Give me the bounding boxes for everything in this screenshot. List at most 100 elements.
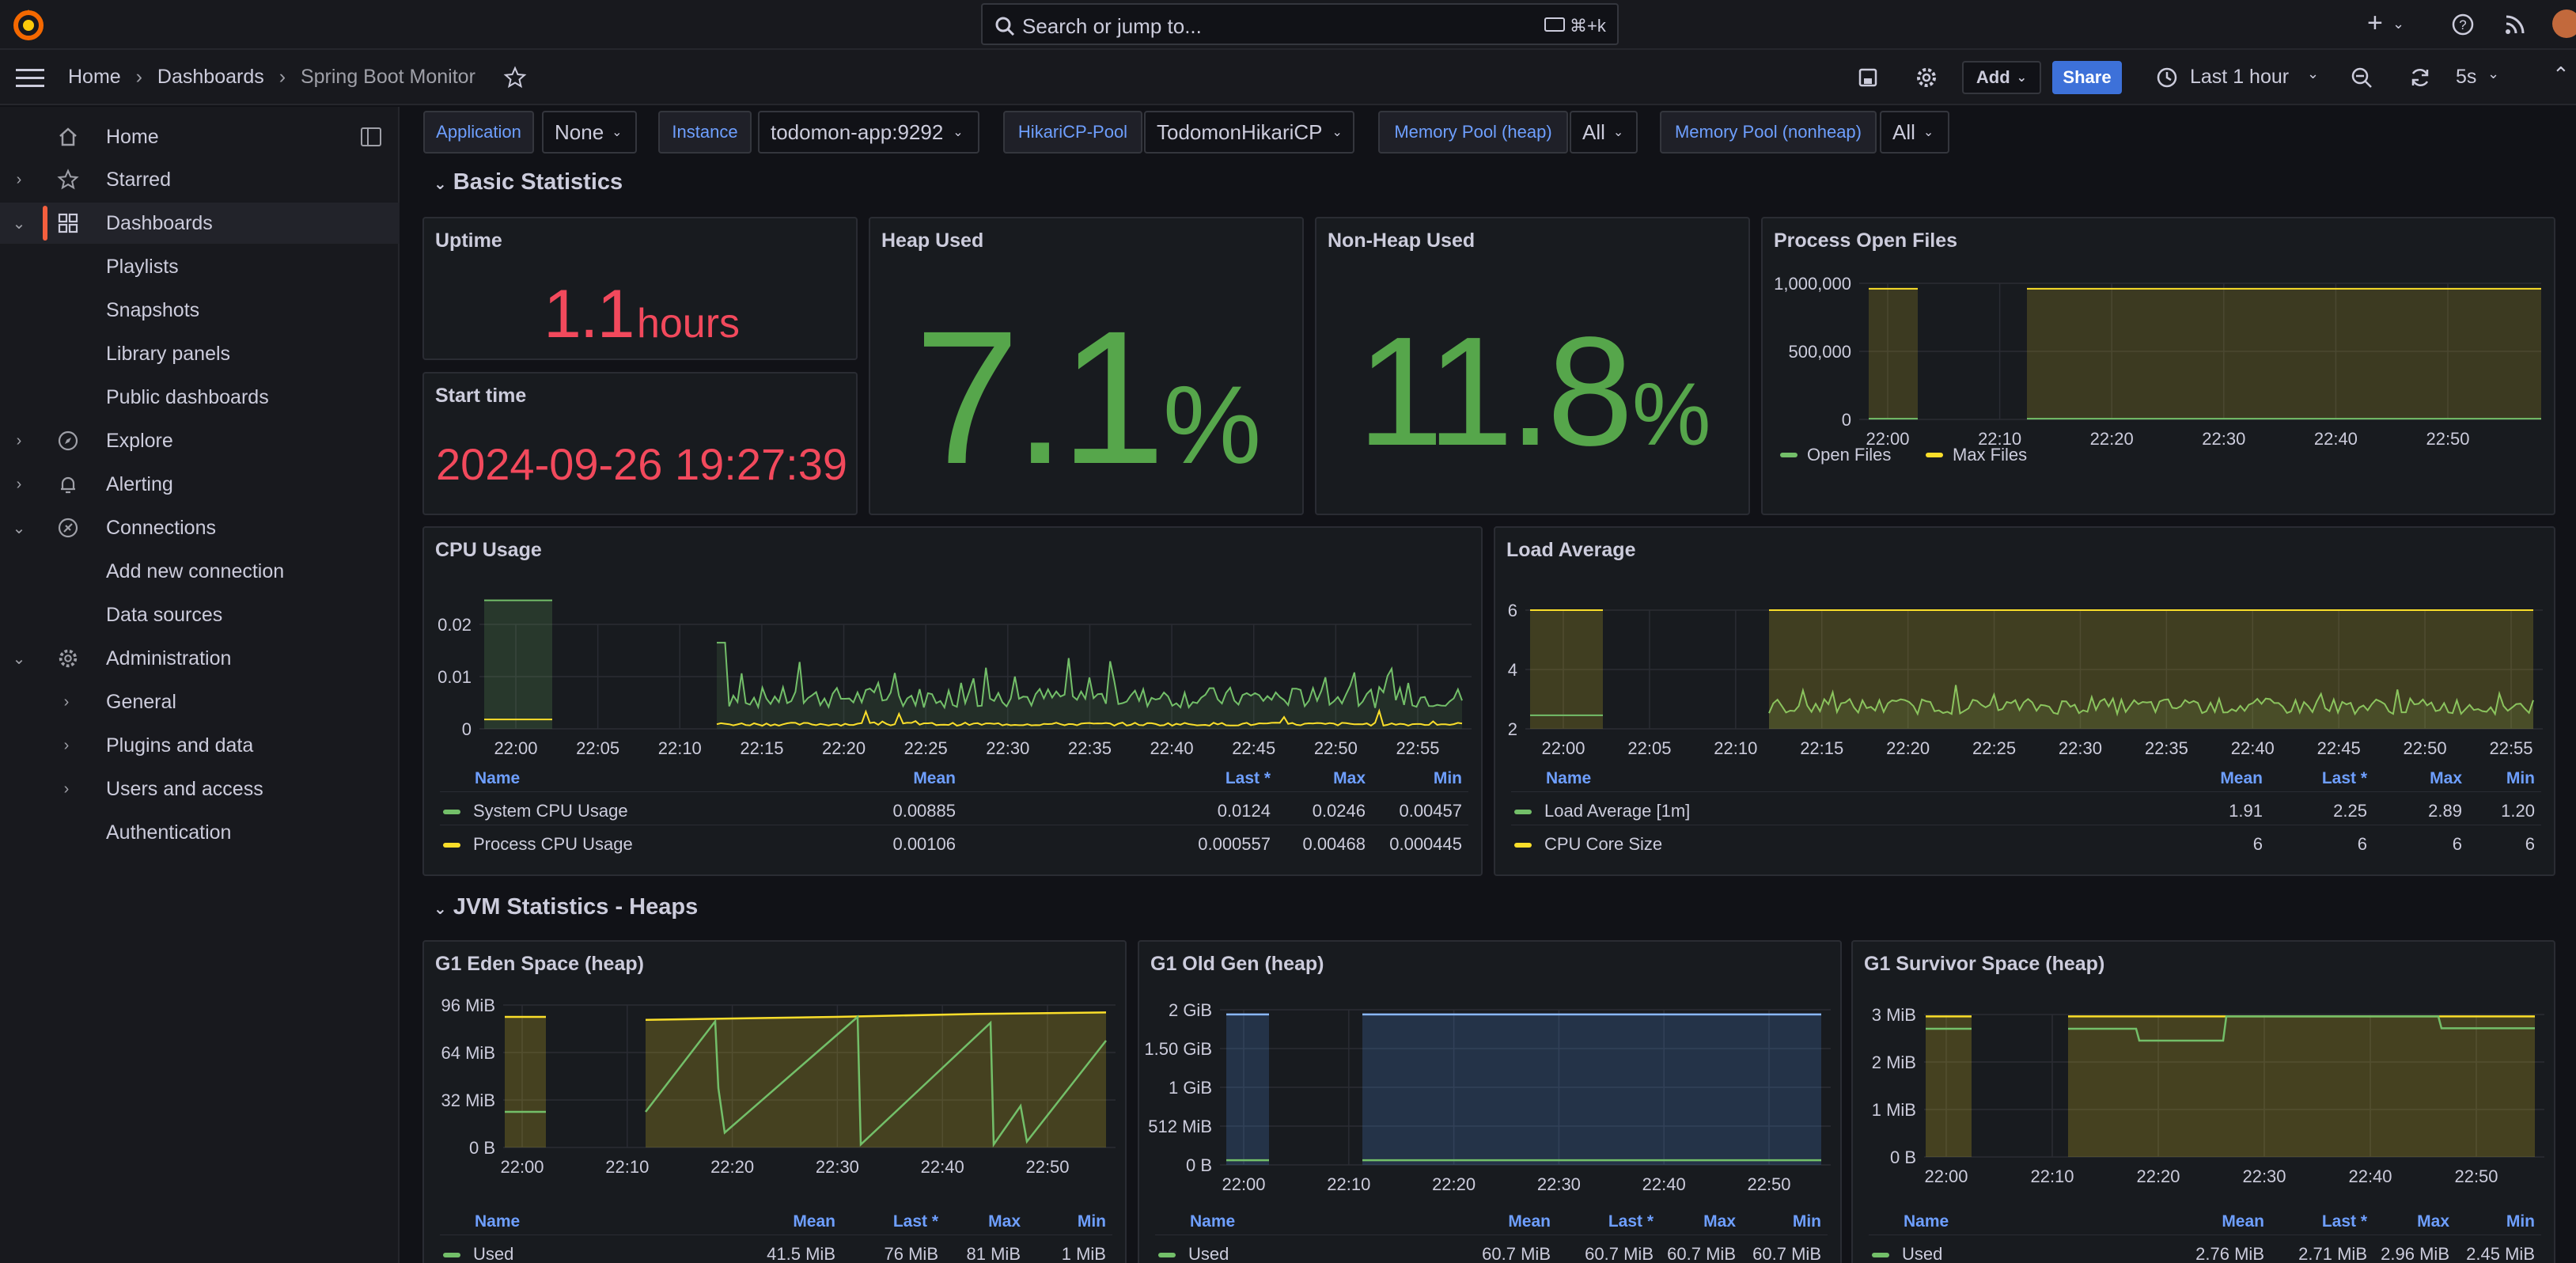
panel-cpu-usage[interactable]: CPU Usage 0.02 0.01 0 22:00 22:05 22:10 22:15 2…	[422, 526, 1483, 876]
chevron-right-icon[interactable]: ›	[16, 475, 22, 493]
sidebar-item-data-sources[interactable]: Data sources	[0, 594, 400, 635]
panel-load-average[interactable]: Load Average 6 4 2 22:00 22:05 22:10 22:15 22:2…	[1494, 526, 2555, 876]
row-basic-statistics[interactable]: ⌄ Basic Statistics	[434, 169, 623, 195]
series-line	[717, 642, 1463, 710]
legend-header-last: Last *	[1225, 769, 1271, 787]
panel-uptime[interactable]: Uptime 1.1 hours	[422, 217, 858, 360]
sidebar-item-administration[interactable]: ⌄ Administration	[0, 638, 400, 679]
heap-used-value: 7.1 %	[870, 288, 1305, 506]
panel-heap-used[interactable]: Heap Used 7.1 %	[869, 217, 1304, 515]
chevron-down-icon[interactable]: ⌄	[12, 214, 26, 233]
breadcrumb-home[interactable]: Home	[68, 66, 121, 88]
grafana-logo-icon[interactable]	[11, 8, 46, 43]
sidebar-item-home[interactable]: Home	[0, 116, 400, 157]
legend-swatch	[1514, 810, 1532, 815]
x-tick-label: 22:25	[904, 738, 948, 758]
chevron-right-icon[interactable]: ›	[16, 170, 22, 188]
var-instance-select[interactable]: todomon-app:9292 ⌄	[758, 111, 979, 154]
share-button[interactable]: Share	[2052, 61, 2122, 94]
user-avatar[interactable]	[2552, 9, 2576, 38]
legend-series-name[interactable]: Used	[1188, 1244, 1229, 1263]
panel-g1-eden[interactable]: G1 Eden Space (heap) 96 MiB 64 MiB 32 MiB 0…	[422, 940, 1127, 1263]
legend-series-name[interactable]: System CPU Usage	[473, 801, 628, 821]
new-button[interactable]: +	[2367, 8, 2383, 38]
chevron-down-icon[interactable]: ⌄	[12, 519, 26, 537]
panel-title: Load Average	[1506, 539, 1636, 561]
refresh-icon[interactable]	[2408, 66, 2432, 89]
legend-series-name[interactable]: CPU Core Size	[1544, 834, 1663, 854]
sidebar-item-starred[interactable]: › Starred	[0, 159, 400, 200]
chevron-down-icon[interactable]: ⌄	[2307, 66, 2320, 82]
var-hikari-select[interactable]: TodomonHikariCP ⌄	[1144, 111, 1354, 154]
svg-text:?: ?	[2459, 17, 2466, 32]
sidebar-item-authentication[interactable]: Authentication	[0, 812, 400, 853]
sidebar-item-explore[interactable]: › Explore	[0, 420, 400, 461]
var-mem-heap-select[interactable]: All ⌄	[1570, 111, 1638, 154]
add-button-label: Add	[1976, 67, 2010, 87]
chevron-down-icon[interactable]: ⌄	[2487, 66, 2500, 82]
var-application-select[interactable]: None ⌄	[542, 111, 637, 154]
chevron-right-icon[interactable]: ›	[63, 692, 70, 711]
y-tick-label: 6	[1508, 601, 1517, 620]
var-mem-nonheap-select[interactable]: All ⌄	[1880, 111, 1949, 154]
row-jvm-heaps[interactable]: ⌄ JVM Statistics - Heaps	[434, 894, 698, 920]
x-tick-label: 22:30	[2059, 738, 2102, 758]
sidebar-item-label: Playlists	[106, 255, 179, 278]
panel-title: CPU Usage	[435, 539, 542, 561]
refresh-interval[interactable]: 5s	[2456, 66, 2477, 88]
panel-title: G1 Survivor Space (heap)	[1864, 953, 2105, 975]
var-mem-nonheap-value: All	[1892, 119, 1915, 144]
legend-header-min: Min	[2506, 769, 2535, 787]
clock-icon	[2157, 67, 2177, 88]
legend-value-last: 60.7 MiB	[1585, 1244, 1654, 1263]
sidebar-item-users-and-access[interactable]: › Users and access	[0, 768, 400, 810]
panel-g1-survivor[interactable]: G1 Survivor Space (heap) 3 MiB 2 MiB 1 MiB…	[1851, 940, 2555, 1263]
legend-table: Name Mean Last * Max Min Used 41.5 MiB 76 MiB 81…	[424, 1212, 1128, 1263]
chevron-right-icon[interactable]: ›	[16, 431, 22, 449]
legend-value-last: 76 MiB	[884, 1244, 938, 1263]
sidebar-item-snapshots[interactable]: Snapshots	[0, 290, 400, 331]
sidebar-item-connections[interactable]: ⌄ Connections	[0, 507, 400, 548]
panel-process-open-files[interactable]: Process Open Files 1,000,000 500,000 0 22:0…	[1761, 217, 2555, 515]
help-icon[interactable]: ?	[2451, 13, 2475, 36]
breadcrumb-dashboards[interactable]: Dashboards	[157, 66, 264, 88]
dock-menu-icon[interactable]	[361, 127, 381, 146]
panel-g1-old-gen[interactable]: G1 Old Gen (heap) 2 GiB 1.50 GiB 1 GiB 512 …	[1138, 940, 1842, 1263]
keyboard-icon	[1544, 17, 1565, 32]
sidebar-item-public-dashboards[interactable]: Public dashboards	[0, 377, 400, 418]
star-icon[interactable]	[503, 66, 527, 89]
x-tick-label: 22:20	[710, 1157, 754, 1177]
sidebar-item-plugins-and-data[interactable]: › Plugins and data	[0, 725, 400, 766]
rss-news-icon[interactable]	[2503, 13, 2527, 36]
collapse-up-icon[interactable]: ⌃	[2552, 63, 2570, 86]
menu-icon[interactable]	[16, 67, 44, 89]
y-tick-label: 64 MiB	[441, 1043, 495, 1063]
time-range-picker[interactable]: Last 1 hour	[2190, 66, 2290, 88]
panel-nonheap-used[interactable]: Non-Heap Used 11.8 %	[1315, 217, 1750, 515]
area-fill	[1769, 685, 2533, 729]
chevron-right-icon[interactable]: ›	[63, 779, 70, 798]
sidebar-item-alerting[interactable]: › Alerting	[0, 464, 400, 505]
legend-series-name[interactable]: Process CPU Usage	[473, 834, 633, 854]
chevron-down-icon[interactable]: ⌄	[12, 650, 26, 668]
legend-series-name[interactable]: Used	[1902, 1244, 1943, 1263]
add-button[interactable]: Add ⌄	[1962, 61, 2041, 94]
sidebar-item-add-new-connection[interactable]: Add new connection	[0, 551, 400, 592]
sidebar-item-dashboards[interactable]: ⌄ Dashboards	[0, 203, 400, 244]
x-tick-label: 22:40	[2314, 429, 2358, 449]
settings-gear-icon[interactable]	[1915, 66, 1938, 89]
search-box[interactable]: Search or jump to... ⌘+k	[981, 3, 1619, 45]
y-tick-label: 0.01	[438, 667, 472, 687]
legend-value-max: 2.89	[2428, 801, 2462, 821]
sidebar-item-playlists[interactable]: Playlists	[0, 246, 400, 287]
chevron-down-icon[interactable]: ⌄	[2392, 16, 2405, 32]
zoom-out-icon[interactable]	[2350, 66, 2373, 89]
sidebar-item-library-panels[interactable]: Library panels	[0, 333, 400, 374]
sidebar-item-general[interactable]: › General	[0, 681, 400, 723]
chevron-right-icon[interactable]: ›	[63, 736, 70, 754]
save-icon[interactable]	[1856, 66, 1880, 89]
legend-series-name[interactable]: Load Average [1m]	[1544, 801, 1691, 821]
x-tick-label: 22:00	[1866, 429, 1909, 449]
legend-series-name[interactable]: Used	[473, 1244, 514, 1263]
panel-start-time[interactable]: Start time 2024-09-26 19:27:39	[422, 372, 858, 515]
